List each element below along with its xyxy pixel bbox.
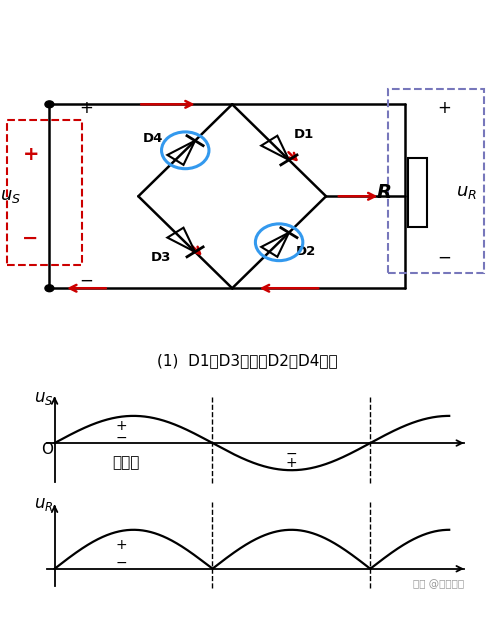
Text: +: + <box>115 419 126 433</box>
Text: +: + <box>286 457 297 470</box>
Text: −: − <box>115 556 126 570</box>
Text: 知乎 @技成培训: 知乎 @技成培训 <box>413 579 464 589</box>
Text: 正半周: 正半周 <box>112 455 139 470</box>
Text: D2: D2 <box>296 245 316 258</box>
Text: +: + <box>115 538 126 552</box>
Circle shape <box>45 101 54 108</box>
Text: D3: D3 <box>150 251 171 264</box>
Text: O: O <box>41 441 53 457</box>
Bar <box>408 158 427 227</box>
Text: −: − <box>438 248 452 266</box>
Text: −: − <box>286 446 297 460</box>
Text: (1)  D1、D3导通，D2、D4截止: (1) D1、D3导通，D2、D4截止 <box>157 353 337 368</box>
Text: +: + <box>22 145 39 164</box>
Text: $u_{\mathregular{R}}$: $u_{\mathregular{R}}$ <box>456 184 477 201</box>
Text: −: − <box>115 431 126 445</box>
Circle shape <box>45 285 54 292</box>
Text: −: − <box>80 271 93 290</box>
Text: +: + <box>438 99 452 117</box>
Text: D4: D4 <box>143 132 164 145</box>
Text: D1: D1 <box>294 129 314 142</box>
Text: −: − <box>22 229 39 248</box>
Text: $u_{\mathregular{S}}$: $u_{\mathregular{S}}$ <box>34 389 53 407</box>
Text: R: R <box>377 183 392 202</box>
Text: $u_{\mathregular{S}}$: $u_{\mathregular{S}}$ <box>0 187 21 205</box>
Text: $u_{\mathregular{R}}$: $u_{\mathregular{R}}$ <box>34 496 53 514</box>
Text: +: + <box>80 99 93 117</box>
